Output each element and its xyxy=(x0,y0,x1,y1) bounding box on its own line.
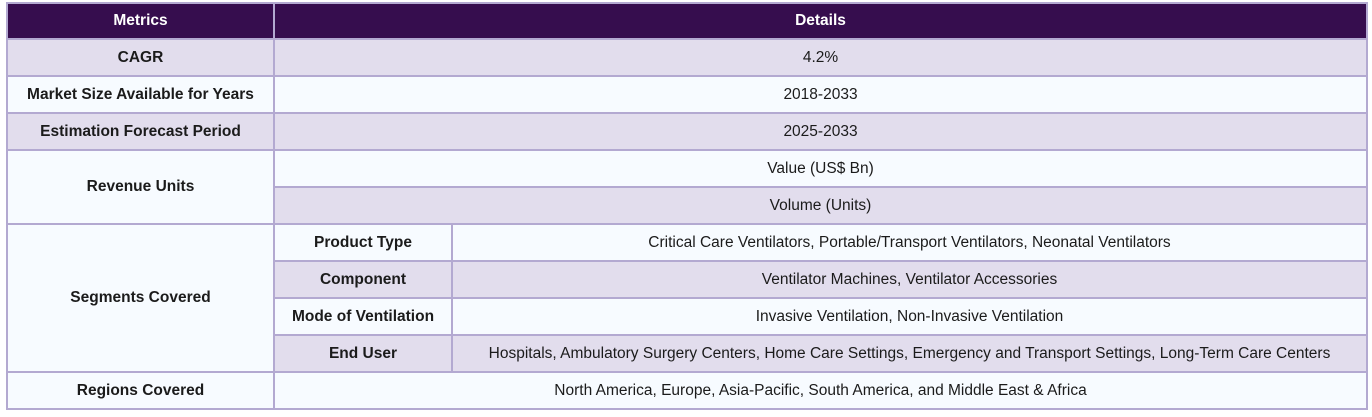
table-row: Market Size Available for Years 2018-203… xyxy=(6,75,1368,114)
table-row: Segments Covered Product Type Critical C… xyxy=(6,223,1368,373)
table-row: End User Hospitals, Ambulatory Surgery C… xyxy=(7,334,1368,373)
regions-label: Regions Covered xyxy=(6,371,275,410)
table-header-row: Metrics Details xyxy=(6,2,1368,40)
regions-value: North America, Europe, Asia-Pacific, Sou… xyxy=(273,371,1368,410)
table-row: Volume (Units) xyxy=(7,186,1368,225)
forecast-label: Estimation Forecast Period xyxy=(6,112,275,151)
cagr-label: CAGR xyxy=(6,38,275,77)
segment-name-component: Component xyxy=(273,260,453,299)
segment-value-mode: Invasive Ventilation, Non-Invasive Venti… xyxy=(451,297,1368,336)
table-row: CAGR 4.2% xyxy=(6,38,1368,77)
segment-value-product-type: Critical Care Ventilators, Portable/Tran… xyxy=(451,223,1368,262)
market-size-value: 2018-2033 xyxy=(273,75,1368,114)
segment-name-product-type: Product Type xyxy=(273,223,453,262)
segments-label: Segments Covered xyxy=(6,223,275,373)
revenue-units-label: Revenue Units xyxy=(6,149,275,225)
table-row: Estimation Forecast Period 2025-2033 xyxy=(6,112,1368,151)
market-size-label: Market Size Available for Years xyxy=(6,75,275,114)
metrics-table-container: Metrics Details CAGR 4.2% Market Size Av… xyxy=(6,2,1368,410)
segment-name-end-user: End User xyxy=(273,334,453,373)
details-header: Details xyxy=(273,2,1368,40)
forecast-value: 2025-2033 xyxy=(273,112,1368,151)
revenue-units-value-1: Value (US$ Bn) xyxy=(273,149,1368,188)
segment-value-end-user: Hospitals, Ambulatory Surgery Centers, H… xyxy=(451,334,1368,373)
table-row: Component Ventilator Machines, Ventilato… xyxy=(7,260,1368,299)
cagr-value: 4.2% xyxy=(273,38,1368,77)
segment-name-mode: Mode of Ventilation xyxy=(273,297,453,336)
segment-value-component: Ventilator Machines, Ventilator Accessor… xyxy=(451,260,1368,299)
metrics-table: Metrics Details CAGR 4.2% Market Size Av… xyxy=(6,2,1368,410)
table-row: Mode of Ventilation Invasive Ventilation… xyxy=(7,297,1368,336)
revenue-units-value-2: Volume (Units) xyxy=(273,186,1368,225)
table-row: Regions Covered North America, Europe, A… xyxy=(6,371,1368,410)
table-row: Revenue Units Value (US$ Bn) xyxy=(6,149,1368,225)
metrics-header: Metrics xyxy=(6,2,275,40)
